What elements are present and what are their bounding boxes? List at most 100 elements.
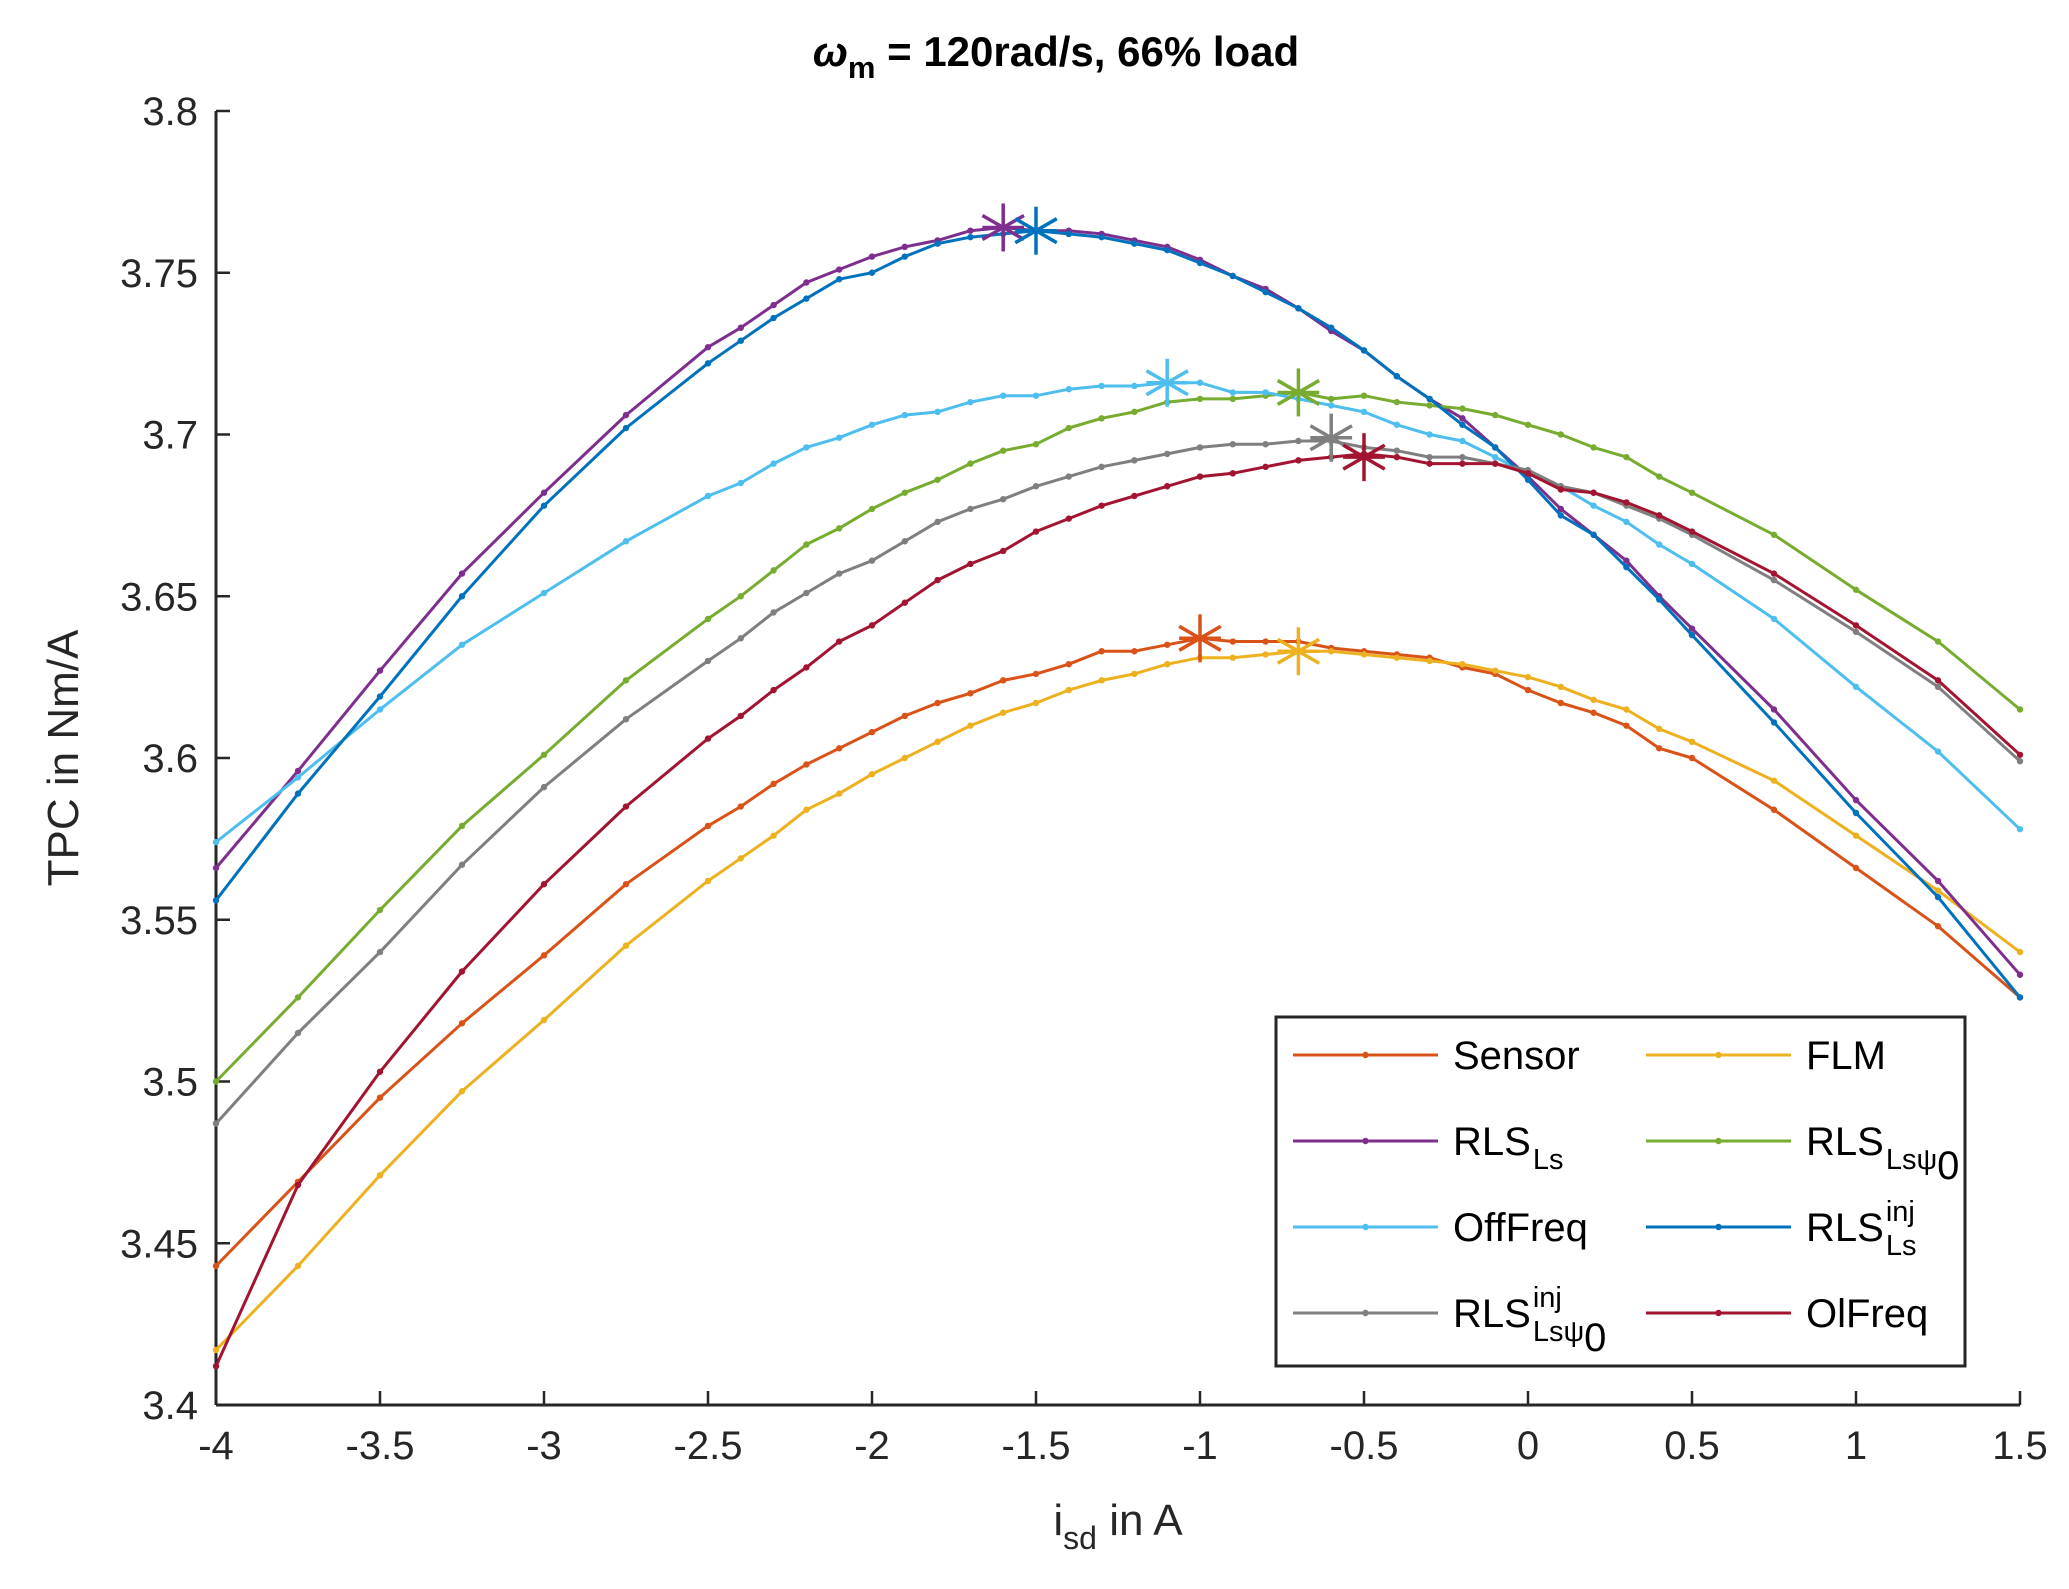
data-point [458, 570, 466, 577]
data-point [704, 492, 712, 500]
data-point [1623, 706, 1630, 713]
x-tick-label: 1.5 [1992, 1424, 2048, 1468]
data-point [212, 1346, 220, 1354]
data-point [1393, 421, 1401, 428]
data-point [376, 1068, 384, 1075]
data-point [376, 906, 384, 914]
data-point [1459, 437, 1466, 445]
data-point [1770, 615, 1778, 623]
data-point [1164, 246, 1171, 254]
data-point [1524, 421, 1532, 428]
series-rls-ls-psi0 [212, 389, 2024, 1085]
series-rls-ls-inj [212, 227, 2024, 1001]
data-point [1459, 415, 1466, 422]
data-point [803, 444, 810, 451]
data-point [1131, 670, 1138, 678]
data-point [803, 664, 810, 671]
data-point [1098, 502, 1105, 509]
data-point [1852, 586, 1860, 593]
data-point [622, 715, 630, 723]
data-point [1360, 347, 1368, 354]
legend-point [1715, 1309, 1722, 1317]
data-point [1459, 421, 1466, 428]
legend-item-rls-ls: RLS Ls [1293, 1120, 1563, 1176]
data-point [868, 505, 876, 513]
data-point [2016, 948, 2024, 956]
chart-title: ωm = 120rad/s, 66% load [813, 28, 1299, 85]
x-label-rest: in A [1097, 1496, 1183, 1545]
data-point [836, 525, 843, 532]
data-point [1623, 722, 1630, 729]
data-point [376, 667, 384, 674]
optimum-marker-rls-ls-psi0 [1276, 368, 1321, 417]
data-point [458, 1088, 466, 1095]
data-point [1065, 660, 1073, 668]
data-point [540, 880, 548, 888]
legend-item-offfreq: OffFreq [1293, 1206, 1588, 1250]
data-point [540, 783, 548, 791]
data-point [1426, 395, 1433, 403]
data-point [1770, 719, 1778, 726]
data-point [2016, 751, 2024, 758]
data-point [458, 641, 466, 648]
data-point [1328, 648, 1335, 655]
data-point [934, 738, 941, 746]
data-point [836, 276, 843, 283]
data-point [1164, 641, 1171, 648]
data-point [1328, 402, 1335, 409]
data-point [1032, 392, 1040, 399]
data-point [836, 790, 843, 797]
data-point [1770, 570, 1778, 577]
data-point [868, 269, 876, 276]
data-point [1393, 453, 1401, 461]
data-point [868, 421, 876, 428]
data-point [1426, 431, 1433, 438]
legend-label: RLS [1806, 1206, 1884, 1250]
data-point [1229, 395, 1237, 403]
data-point [1295, 457, 1302, 464]
optimum-markers [981, 203, 1386, 676]
legend-point [1362, 1051, 1369, 1059]
data-point [770, 832, 777, 839]
data-point [1393, 654, 1401, 661]
title-symbol-subscript: m [848, 50, 876, 85]
data-point [770, 686, 777, 694]
data-point [1492, 411, 1499, 419]
data-point [458, 822, 466, 830]
data-point [1590, 709, 1597, 716]
data-point [1557, 683, 1565, 691]
data-point [934, 699, 941, 707]
data-point [1295, 305, 1302, 312]
data-point [458, 861, 466, 868]
title-symbol: ω [813, 28, 848, 75]
data-point [901, 243, 908, 251]
y-tick-label: 3.45 [120, 1222, 198, 1266]
data-point [1164, 483, 1171, 490]
data-point [1934, 877, 1942, 885]
data-point [294, 1181, 302, 1189]
data-point [1590, 489, 1597, 496]
data-point [1229, 441, 1237, 448]
data-point [1656, 541, 1663, 548]
data-point [1557, 505, 1565, 513]
data-point [540, 589, 548, 597]
data-point [1557, 512, 1565, 519]
data-point [1656, 596, 1663, 603]
legend-superscript: inj [1533, 1282, 1562, 1314]
data-point [1852, 683, 1860, 691]
data-point [1934, 748, 1942, 755]
data-point [934, 518, 941, 526]
x-tick-label: -4 [198, 1424, 234, 1468]
data-point [212, 1362, 220, 1370]
data-point [1656, 725, 1663, 733]
data-point [868, 770, 876, 778]
data-point [1131, 240, 1138, 247]
data-point [836, 745, 843, 752]
data-point [1590, 531, 1597, 538]
data-point [803, 295, 810, 302]
data-point [1098, 463, 1105, 471]
data-point [1098, 233, 1105, 241]
data-point [704, 735, 712, 742]
data-point [1688, 631, 1696, 639]
data-point [1065, 230, 1073, 238]
